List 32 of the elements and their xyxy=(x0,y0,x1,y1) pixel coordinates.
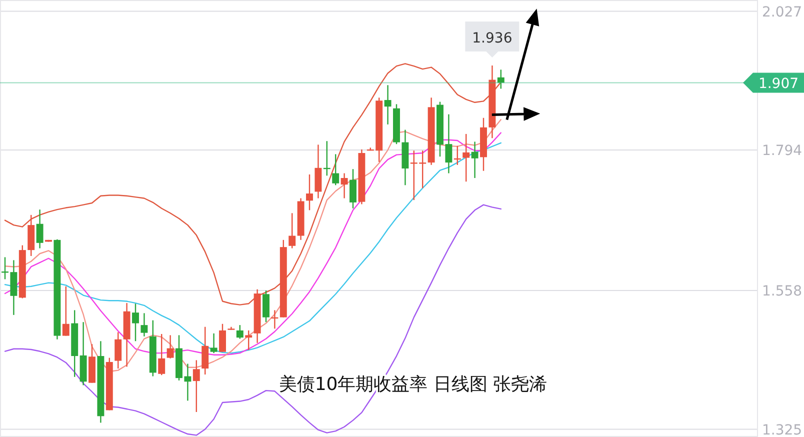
y-tick-label: 2.027 xyxy=(762,4,802,20)
candlestick xyxy=(36,208,44,249)
candlestick xyxy=(462,133,470,182)
annotation: 1.936 xyxy=(472,30,512,46)
price-tag: 1.907 xyxy=(743,72,804,93)
candlestick xyxy=(202,326,209,376)
candlestick xyxy=(350,168,356,209)
candlestick xyxy=(497,69,504,90)
y-tick-label: 1.794 xyxy=(762,143,802,160)
candlestick xyxy=(384,84,392,126)
candlestick xyxy=(236,324,244,340)
candlestick xyxy=(288,212,296,249)
candlestick xyxy=(219,323,226,352)
candlestick xyxy=(306,174,313,211)
y-tick-label: 1.558 xyxy=(762,284,802,300)
candlestick xyxy=(158,333,166,376)
y-tick-label: 1.325 xyxy=(762,422,802,437)
ref-line-label: 1.907 xyxy=(758,76,799,92)
candlestick xyxy=(114,332,122,370)
candlestick xyxy=(192,360,200,413)
candlestick xyxy=(314,144,322,199)
candlestick xyxy=(132,303,139,342)
candlestick xyxy=(210,332,218,354)
candlestick xyxy=(140,312,148,337)
candlestick xyxy=(245,330,252,351)
candlestick xyxy=(62,286,70,336)
candlestick xyxy=(262,290,270,323)
candlestick xyxy=(332,154,340,186)
tooltip: 1.936 xyxy=(465,22,520,58)
candlestick xyxy=(471,141,478,179)
candlestick xyxy=(166,334,174,360)
candlestick xyxy=(340,172,348,199)
